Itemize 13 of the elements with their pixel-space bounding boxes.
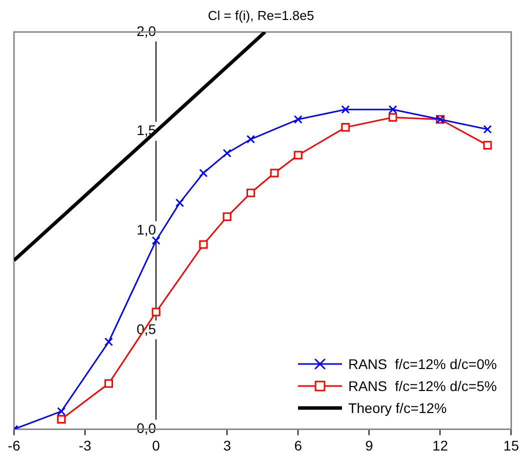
x-tick-label: 15 [503, 437, 520, 454]
x-tick-label: 3 [223, 437, 232, 454]
x-tick-label: -6 [8, 437, 20, 454]
x-tick-label: 6 [294, 437, 302, 454]
chart-title: Cl = f(i), Re=1.8e5 [206, 8, 316, 23]
legend-label: RANS f/c=12% d/c=0% [348, 355, 497, 374]
x-tick-label: 0 [152, 437, 160, 454]
x-tick-label: -3 [78, 437, 92, 454]
x-tick-label: 9 [365, 437, 374, 454]
x-tick-label: 12 [432, 437, 448, 454]
legend-label: Theory f/c=12% [348, 399, 447, 418]
y-tick-label: 1,0 [136, 221, 156, 238]
legend-label: RANS f/c=12% d/c=5% [348, 377, 497, 396]
